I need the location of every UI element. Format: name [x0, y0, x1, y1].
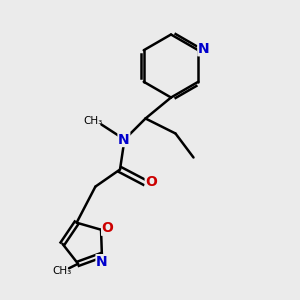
Text: O: O	[102, 221, 114, 235]
Text: O: O	[145, 176, 157, 189]
Text: CH₃: CH₃	[52, 266, 71, 276]
Text: N: N	[96, 255, 108, 269]
Text: CH₃: CH₃	[83, 116, 103, 126]
Text: N: N	[198, 42, 209, 56]
Text: N: N	[118, 133, 130, 146]
